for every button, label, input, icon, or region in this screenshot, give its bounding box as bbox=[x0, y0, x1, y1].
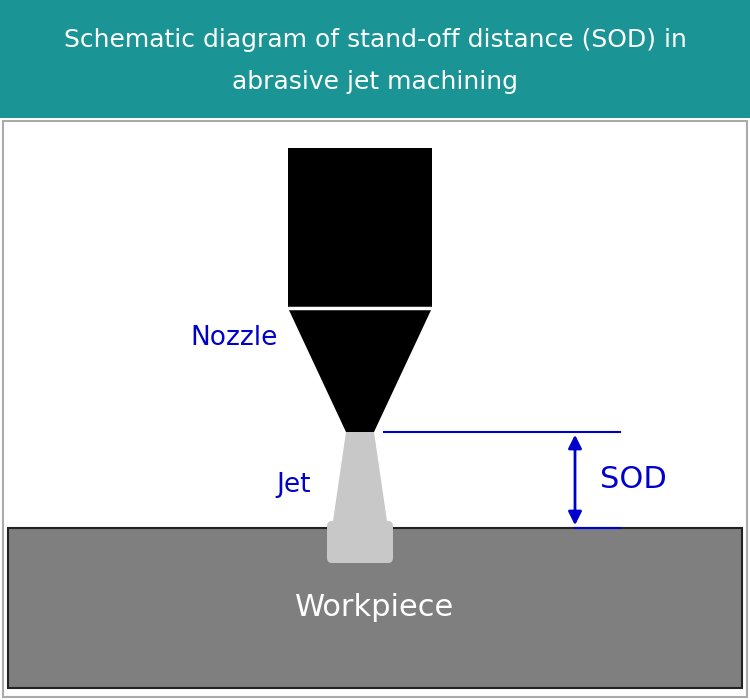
Text: Workpiece: Workpiece bbox=[296, 594, 454, 622]
Text: Schematic diagram of stand-off distance (SOD) in: Schematic diagram of stand-off distance … bbox=[64, 28, 686, 52]
Polygon shape bbox=[332, 432, 388, 528]
Bar bbox=[3, 121, 747, 697]
Bar bbox=[288, 148, 432, 308]
Polygon shape bbox=[288, 308, 432, 432]
Text: SOD: SOD bbox=[600, 466, 667, 494]
Bar bbox=[0, 0, 750, 118]
Text: abrasive jet machining: abrasive jet machining bbox=[232, 70, 518, 94]
Text: Jet: Jet bbox=[277, 472, 311, 498]
Bar bbox=[8, 528, 742, 688]
Text: Nozzle: Nozzle bbox=[190, 325, 278, 351]
FancyBboxPatch shape bbox=[327, 521, 393, 563]
